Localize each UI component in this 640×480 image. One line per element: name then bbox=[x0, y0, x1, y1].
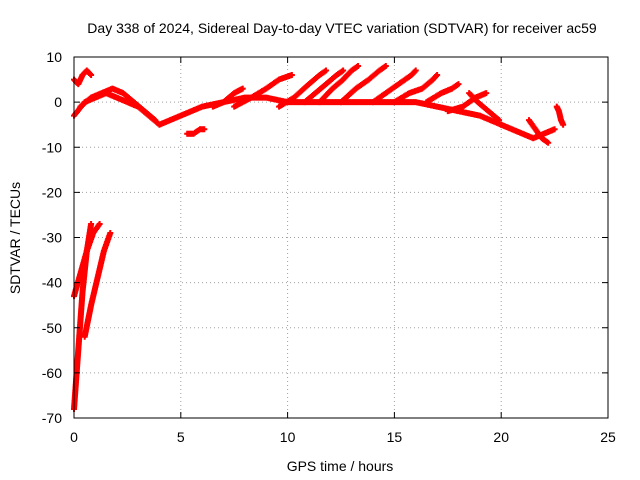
data-point bbox=[201, 126, 208, 133]
series-baseline-upper bbox=[77, 85, 159, 124]
data-point bbox=[551, 126, 558, 133]
data-point bbox=[412, 67, 419, 74]
data-point bbox=[96, 220, 103, 227]
y-tick-label: -20 bbox=[42, 184, 62, 200]
series-arc-13 bbox=[338, 63, 389, 106]
data-point bbox=[152, 117, 159, 124]
series-arc-17 bbox=[423, 81, 462, 106]
y-tick-label: -40 bbox=[42, 275, 62, 291]
data-marks bbox=[71, 63, 567, 412]
series-steep-arc-C bbox=[81, 229, 114, 340]
series-arc-15 bbox=[370, 67, 419, 106]
series-arc-7 bbox=[209, 85, 246, 110]
x-tick-label: 5 bbox=[177, 429, 185, 445]
data-point bbox=[239, 85, 246, 92]
data-point bbox=[382, 63, 389, 70]
y-tick-label: -50 bbox=[42, 320, 62, 336]
data-point bbox=[340, 67, 347, 74]
chart-title: Day 338 of 2024, Sidereal Day-to-day VTE… bbox=[87, 20, 597, 36]
data-point bbox=[107, 229, 114, 236]
data-point bbox=[560, 121, 567, 128]
y-tick-label: -30 bbox=[42, 230, 62, 246]
data-point bbox=[355, 63, 362, 70]
data-point bbox=[496, 117, 503, 124]
x-tick-label: 10 bbox=[280, 429, 296, 445]
y-axis-label: SDTVAR / TECUs bbox=[7, 182, 23, 294]
x-axis-label: GPS time / hours bbox=[287, 458, 394, 474]
series-late-arc bbox=[525, 117, 552, 146]
series-end-arc bbox=[553, 103, 567, 128]
x-tick-label: 15 bbox=[387, 429, 403, 445]
series-short-arc bbox=[184, 126, 208, 137]
series-arc-10 bbox=[276, 67, 330, 110]
axis-ticks: 0 5 10 15 20 25 -70 -60 -50 -40 -30 -20 -10 0 10 bbox=[42, 49, 616, 445]
data-point bbox=[323, 67, 330, 74]
y-tick-label: -60 bbox=[42, 365, 62, 381]
x-tick-label: 25 bbox=[600, 429, 616, 445]
data-point bbox=[288, 72, 295, 79]
y-tick-label: 10 bbox=[46, 49, 62, 65]
series-arc-12 bbox=[316, 63, 362, 106]
series-arc-19 bbox=[466, 90, 503, 124]
data-point bbox=[434, 72, 441, 79]
series-late-baseline bbox=[498, 121, 558, 142]
series-start-arc bbox=[71, 67, 95, 88]
x-tick-label: 20 bbox=[493, 429, 509, 445]
data-point bbox=[88, 220, 95, 227]
x-tick-label: 0 bbox=[70, 429, 78, 445]
data-point bbox=[455, 81, 462, 88]
series-arc-16 bbox=[391, 72, 441, 106]
data-point bbox=[545, 139, 552, 146]
y-tick-label: -70 bbox=[42, 410, 62, 426]
data-point bbox=[483, 90, 490, 97]
grid bbox=[74, 57, 608, 418]
series-arc-11 bbox=[301, 67, 347, 106]
y-tick-label: 0 bbox=[54, 94, 62, 110]
y-tick-label: -10 bbox=[42, 139, 62, 155]
data-point bbox=[88, 72, 95, 79]
series-arc-8 bbox=[231, 72, 295, 110]
